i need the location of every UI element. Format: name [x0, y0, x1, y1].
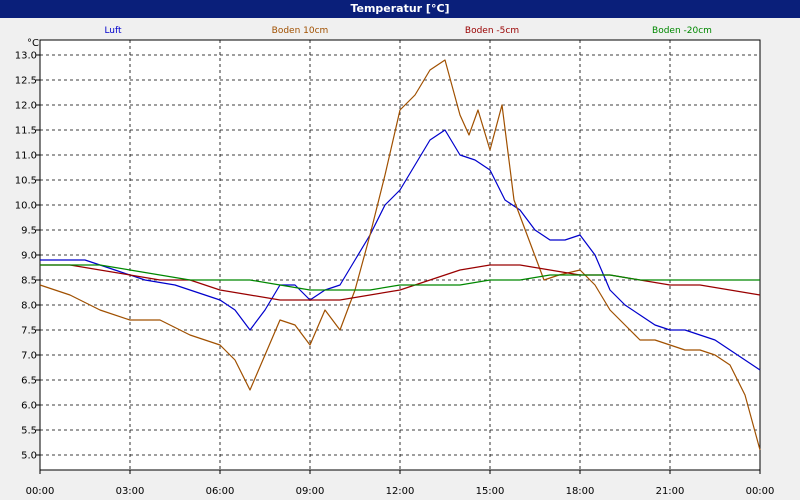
x-tick-time-label: 06:00 [206, 486, 235, 497]
legend: Luft Boden 10cm Boden -5cm Boden -20cm [104, 26, 712, 36]
y-tick-label: 8.0 [21, 301, 37, 312]
grid [40, 40, 760, 470]
series-lines [39, 59, 761, 451]
y-unit-label: °C [27, 38, 39, 49]
y-tick-label: 5.5 [21, 426, 37, 437]
temperature-chart: Luft Boden 10cm Boden -5cm Boden -20cm °C 5… [15, 26, 775, 497]
y-tick-label: 11.0 [15, 151, 37, 162]
legend-entry: Boden -5cm [465, 26, 519, 36]
y-axis: 5.0 5.5 6.0 6.5 7.0 7.5 8.0 8.5 9.0 9.5 10.0 10.5 11… [15, 51, 40, 462]
y-tick-label: 10.5 [15, 176, 37, 187]
y-tick-label: 10.0 [15, 201, 37, 212]
legend-entry: Boden 10cm [272, 26, 329, 36]
y-tick-label: 6.5 [21, 376, 37, 387]
x-tick-time-label: 21:00 [656, 486, 685, 497]
x-tick-time-label: 15:00 [476, 486, 505, 497]
legend-entry: Boden -20cm [652, 26, 712, 36]
series-line-boden-10cm [39, 59, 761, 451]
x-tick-time-label: 12:00 [386, 486, 415, 497]
window-title: Temperatur [°C] [0, 0, 800, 18]
x-tick-time-label: 18:00 [566, 486, 595, 497]
y-tick-label: 9.5 [21, 226, 37, 237]
y-tick-label: 12.0 [15, 101, 37, 112]
y-tick-label: 9.0 [21, 251, 37, 262]
x-axis: 00:0026.11.2403:0026.11.2406:0026.11.240… [26, 470, 775, 497]
series-line-boden-20cm [40, 264, 760, 291]
series-line-luft [40, 129, 761, 371]
y-tick-label: 7.0 [21, 351, 37, 362]
x-tick-time-label: 09:00 [296, 486, 325, 497]
y-tick-label: 11.5 [15, 126, 37, 137]
x-tick-time-label: 03:00 [116, 486, 145, 497]
y-tick-label: 8.5 [21, 276, 37, 287]
y-tick-label: 7.5 [21, 326, 37, 337]
y-tick-label: 6.0 [21, 401, 37, 412]
x-tick-time-label: 00:00 [746, 486, 775, 497]
x-tick-time-label: 00:00 [26, 486, 55, 497]
y-tick-label: 5.0 [21, 451, 37, 462]
y-tick-label: 13.0 [15, 51, 37, 62]
y-tick-label: 12.5 [15, 76, 37, 87]
legend-entry: Luft [104, 26, 122, 36]
